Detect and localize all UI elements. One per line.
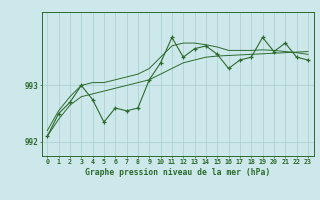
X-axis label: Graphe pression niveau de la mer (hPa): Graphe pression niveau de la mer (hPa) <box>85 168 270 177</box>
